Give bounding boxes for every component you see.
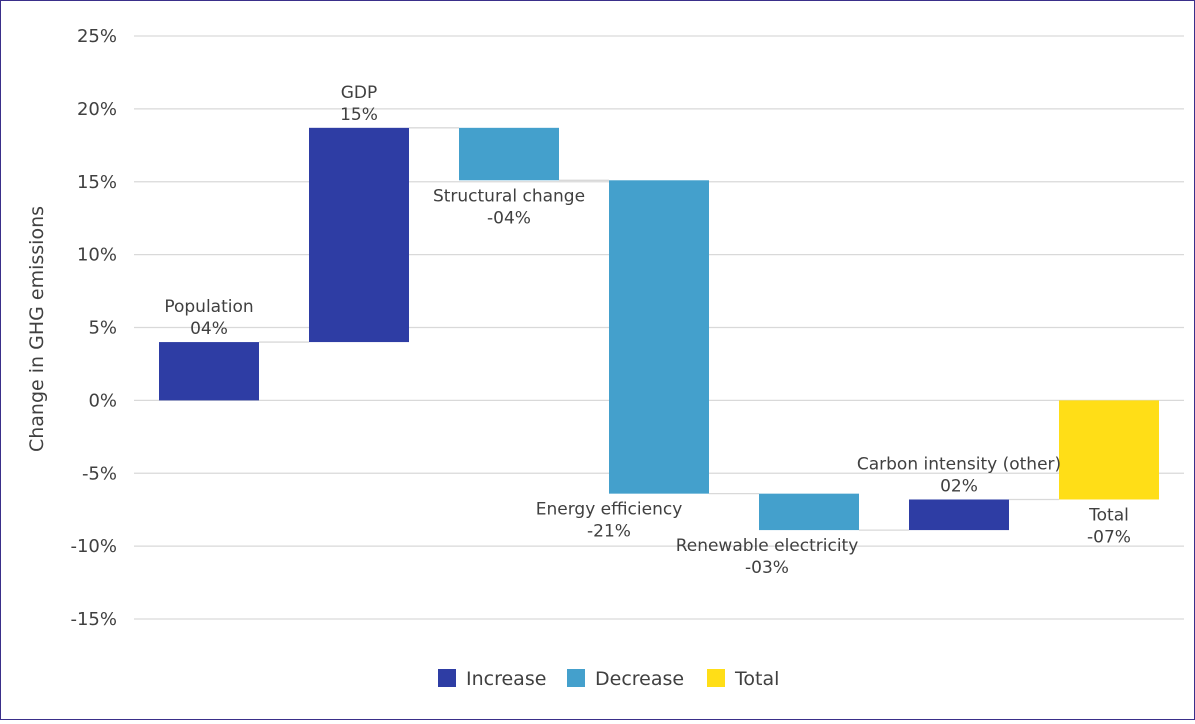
data-label: Renewable electricity -03% xyxy=(676,536,859,578)
bar-labels: Population 04% GDP 15% Structural change -04%… xyxy=(164,83,1131,578)
y-tick-label: 10% xyxy=(77,245,117,266)
y-tick-label: 0% xyxy=(88,390,117,411)
bar-population xyxy=(159,342,259,401)
y-tick-label: 15% xyxy=(77,172,117,193)
connector-lines xyxy=(259,127,1059,531)
legend-label-increase: Increase xyxy=(466,668,546,690)
data-label: Total -07% xyxy=(1087,505,1131,547)
legend-label-decrease: Decrease xyxy=(595,668,684,690)
y-tick-label: -5% xyxy=(82,463,117,484)
legend-swatch-decrease xyxy=(567,669,585,687)
bar-structural-change xyxy=(459,127,559,181)
data-label: GDP 15% xyxy=(340,83,378,125)
bars xyxy=(159,127,1159,531)
y-tick-label: 20% xyxy=(77,99,117,120)
legend-swatch-total xyxy=(707,669,725,687)
y-axis-ticks: 25% 20% 15% 10% 5% 0% -5% -10% -15% xyxy=(70,26,117,630)
data-label: Energy efficiency -21% xyxy=(536,500,683,542)
bar-gdp xyxy=(309,127,409,343)
y-tick-label: 5% xyxy=(88,318,117,339)
data-label: Carbon intensity (other) 02% xyxy=(857,454,1061,496)
data-label: Population 04% xyxy=(164,297,253,339)
legend-label-total: Total xyxy=(734,668,779,690)
bar-renewable-electricity xyxy=(759,493,859,531)
data-label: Structural change -04% xyxy=(433,186,585,228)
y-tick-label: 25% xyxy=(77,26,117,47)
legend: Increase Decrease Total xyxy=(438,668,779,690)
bar-total xyxy=(1059,400,1159,500)
y-tick-label: -15% xyxy=(70,609,117,630)
bar-energy-efficiency xyxy=(609,180,709,494)
bar-carbon-intensity-other xyxy=(909,499,1009,531)
legend-swatch-increase xyxy=(438,669,456,687)
y-tick-label: -10% xyxy=(70,536,117,557)
y-axis-label: Change in GHG emissions xyxy=(26,206,48,452)
